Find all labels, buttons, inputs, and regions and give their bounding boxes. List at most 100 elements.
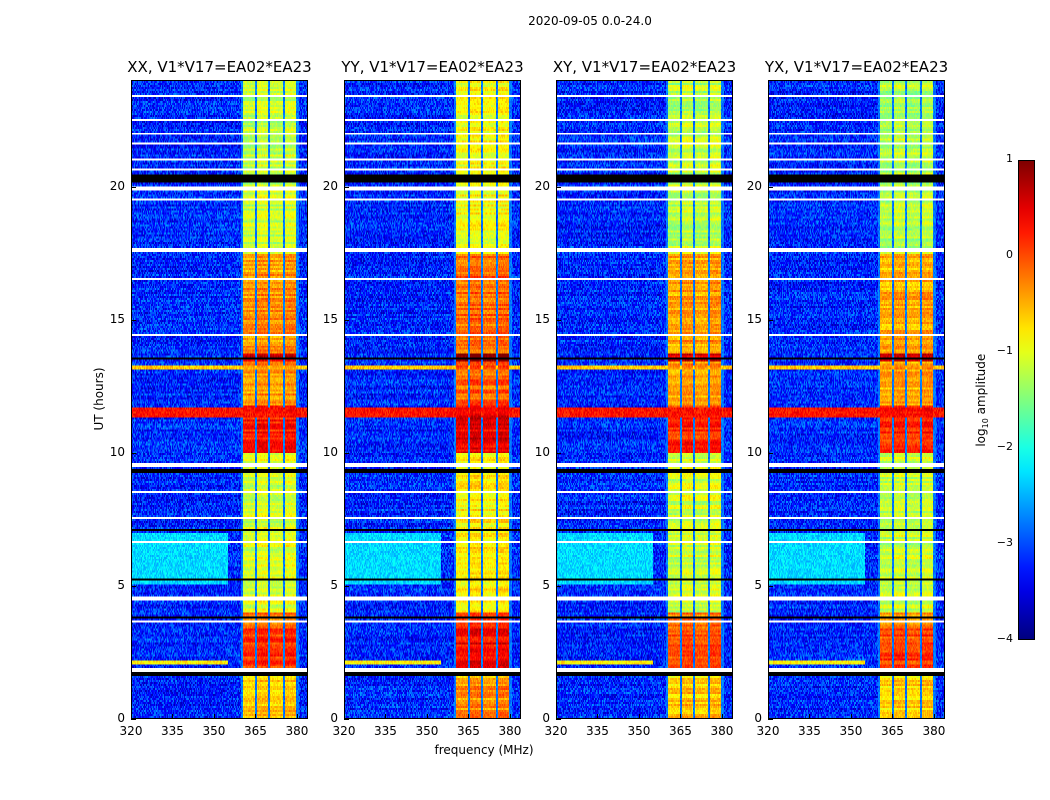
y-tick-label: 0 [542,711,550,725]
y-tick-label: 20 [534,178,550,193]
heatmap-image [132,81,307,718]
x-tick-mark [426,714,428,719]
heatmap-image [557,81,732,718]
y-tick-label: 10 [534,444,550,459]
y-tick-label: 20 [746,178,762,193]
x-tick-mark [296,714,298,719]
x-tick-mark [850,714,852,719]
y-tick-label: 20 [322,178,338,193]
x-tick-mark [638,714,640,719]
colorbar-tick-label: −3 [996,536,1013,549]
x-tick-mark [768,714,769,719]
y-tick-label: 10 [746,444,762,459]
x-tick-label: 335 [374,724,397,738]
x-tick-mark [933,714,935,719]
heatmap-panel-1 [344,80,521,719]
y-tick-mark [131,719,136,720]
y-tick-label: 0 [117,711,125,725]
x-tick-mark [809,714,811,719]
y-tick-mark [768,186,773,188]
y-tick-label: 20 [109,178,125,193]
y-tick-label: 0 [754,711,762,725]
colorbar-tick-label: 0 [1006,248,1013,261]
x-tick-label: 320 [119,724,143,738]
x-tick-label: 380 [710,724,734,738]
colorbar [1018,160,1035,640]
x-tick-mark [680,714,682,719]
x-tick-mark [721,714,723,719]
y-tick-mark [131,319,136,321]
x-tick-mark [213,714,215,719]
y-tick-label: 15 [109,311,125,326]
y-tick-mark [556,719,561,720]
x-tick-mark [556,714,557,719]
y-tick-label: 10 [109,444,125,459]
y-tick-label: 5 [330,577,338,592]
y-tick-mark [768,319,773,321]
y-tick-mark [768,585,773,587]
heatmap-panel-2 [556,80,733,719]
heatmap-panel-0 [131,80,308,719]
heatmap-image [345,81,520,718]
y-tick-mark [131,585,136,587]
y-tick-mark [344,319,349,321]
y-tick-label: 15 [746,311,762,326]
x-tick-mark [255,714,257,719]
panel-title: XY, V1*V17=EA02*EA23 [552,58,737,76]
x-tick-mark [509,714,511,719]
x-tick-label: 380 [498,724,522,738]
y-tick-label: 10 [322,444,338,459]
y-tick-mark [344,186,349,188]
colorbar-tick-label: −1 [996,344,1013,357]
y-tick-label: 5 [542,577,550,592]
y-tick-mark [556,452,561,454]
colorbar-tick-label: −4 [996,632,1013,645]
x-tick-label: 320 [544,724,568,738]
panel-title: XX, V1*V17=EA02*EA23 [127,58,312,76]
x-tick-label: 335 [161,724,184,738]
y-tick-label: 5 [754,577,762,592]
x-tick-mark [468,714,470,719]
panel-title: YY, V1*V17=EA02*EA23 [341,58,524,76]
x-tick-label: 350 [627,724,651,738]
y-tick-label: 15 [534,311,550,326]
x-tick-label: 335 [798,724,821,738]
y-tick-mark [768,452,773,454]
x-tick-label: 365 [457,724,480,738]
x-tick-label: 365 [244,724,267,738]
y-tick-label: 0 [330,711,338,725]
y-tick-mark [768,719,773,720]
x-tick-mark [385,714,387,719]
x-tick-label: 365 [669,724,692,738]
heatmap-panel-3 [768,80,945,719]
y-tick-mark [556,186,561,188]
x-tick-mark [131,714,132,719]
x-tick-mark [597,714,599,719]
y-tick-mark [556,585,561,587]
x-tick-label: 380 [285,724,309,738]
x-tick-mark [172,714,174,719]
y-tick-mark [344,585,349,587]
y-tick-label: 15 [322,311,338,326]
heatmap-image [769,81,944,718]
y-tick-mark [344,719,349,720]
x-tick-mark [344,714,345,719]
x-tick-label: 335 [586,724,609,738]
y-tick-mark [344,452,349,454]
x-tick-label: 350 [415,724,439,738]
y-tick-mark [556,319,561,321]
colorbar-label-sub: 10 [981,418,991,429]
x-tick-label: 320 [756,724,780,738]
y-tick-mark [131,452,136,454]
y-tick-label: 5 [117,577,125,592]
x-tick-label: 365 [881,724,904,738]
x-tick-label: 320 [332,724,356,738]
x-tick-label: 350 [202,724,226,738]
panel-title: YX, V1*V17=EA02*EA23 [764,58,949,76]
colorbar-label-rest: amplitude [973,353,988,419]
y-axis-label: UT (hours) [92,367,106,431]
x-tick-label: 380 [922,724,946,738]
y-tick-mark [131,186,136,188]
x-tick-mark [892,714,894,719]
figure-title: 2020-09-05 0.0-24.0 [528,14,652,28]
